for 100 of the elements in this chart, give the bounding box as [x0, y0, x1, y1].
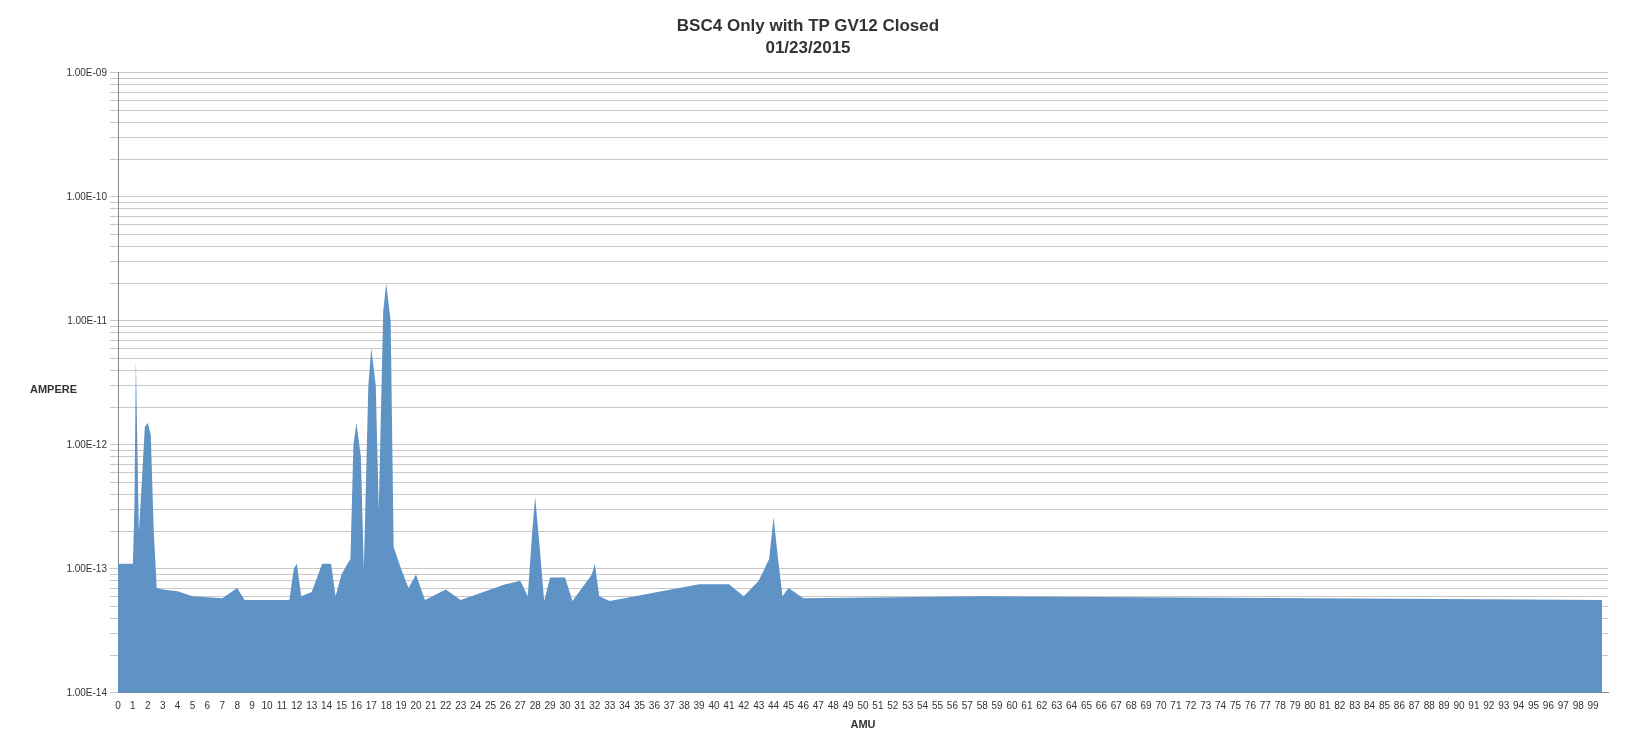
x-tick-label: 66 [1095, 699, 1108, 711]
x-tick-label: 40 [708, 699, 720, 711]
x-tick-label: 71 [1170, 699, 1182, 711]
y-tick-label: 1.00E-13 [66, 562, 108, 574]
x-tick-label: 63 [1051, 699, 1063, 711]
x-tick-label: 70 [1155, 699, 1167, 711]
x-tick-label: 12 [291, 699, 303, 711]
x-tick-label: 11 [276, 699, 288, 711]
x-tick-label: 1 [130, 699, 137, 711]
x-tick-label: 64 [1066, 699, 1078, 711]
x-tick-label: 35 [633, 699, 646, 711]
x-tick-label: 58 [976, 699, 989, 711]
x-tick-label: 80 [1304, 699, 1316, 711]
x-tick-label: 37 [663, 699, 676, 711]
x-tick-label: 88 [1423, 699, 1436, 711]
x-tick-label: 51 [872, 699, 884, 711]
x-tick-label: 98 [1572, 699, 1585, 711]
x-tick-label: 90 [1453, 699, 1465, 711]
x-tick-label: 55 [931, 699, 944, 711]
x-tick-label: 14 [321, 699, 333, 711]
x-tick-label: 17 [365, 699, 378, 711]
x-tick-label: 77 [1259, 699, 1272, 711]
x-tick-label: 0 [115, 699, 122, 711]
x-tick-label: 13 [306, 699, 318, 711]
x-tick-label: 6 [204, 699, 211, 711]
x-tick-label: 48 [827, 699, 840, 711]
x-tick-label: 95 [1527, 699, 1540, 711]
x-tick-label: 39 [693, 699, 706, 711]
x-tick-label: 73 [1200, 699, 1212, 711]
x-tick-label: 81 [1319, 699, 1331, 711]
x-tick-label: 5 [189, 699, 196, 711]
y-tick-label: 1.00E-14 [66, 686, 108, 698]
x-tick-label: 82 [1334, 699, 1346, 711]
x-tick-label: 52 [887, 699, 899, 711]
x-tick-label: 83 [1349, 699, 1361, 711]
x-tick-label: 50 [857, 699, 869, 711]
x-tick-label: 86 [1393, 699, 1406, 711]
x-tick-label: 60 [1006, 699, 1018, 711]
x-axis-title: AMU [850, 718, 876, 731]
x-tick-label: 42 [738, 699, 750, 711]
x-tick-label: 38 [678, 699, 691, 711]
x-tick-label: 97 [1557, 699, 1570, 711]
x-tick-label: 4 [174, 699, 181, 711]
y-tick-label: 1.00E-10 [66, 190, 108, 202]
x-tick-label: 85 [1378, 699, 1391, 711]
x-tick-label: 62 [1036, 699, 1048, 711]
x-tick-label: 56 [946, 699, 959, 711]
x-tick-label: 34 [619, 699, 631, 711]
x-tick-label: 76 [1244, 699, 1257, 711]
y-tick-label: 1.00E-12 [66, 438, 108, 450]
x-tick-label: 36 [648, 699, 661, 711]
x-tick-label: 25 [484, 699, 497, 711]
x-tick-label: 57 [961, 699, 974, 711]
x-tick-label: 19 [395, 699, 408, 711]
x-tick-label: 20 [410, 699, 422, 711]
x-tick-label: 92 [1483, 699, 1495, 711]
x-tick-label: 8 [234, 699, 241, 711]
x-tick-label: 74 [1215, 699, 1227, 711]
x-tick-label: 84 [1364, 699, 1376, 711]
x-tick-label: 21 [425, 699, 437, 711]
x-tick-label: 65 [1080, 699, 1093, 711]
x-tick-label: 28 [529, 699, 542, 711]
x-tick-label: 75 [1229, 699, 1242, 711]
x-tick-label: 46 [797, 699, 810, 711]
x-tick-label: 94 [1513, 699, 1525, 711]
x-tick-label: 41 [723, 699, 735, 711]
x-tick-label: 78 [1274, 699, 1287, 711]
x-tick-label: 91 [1468, 699, 1480, 711]
x-tick-label: 18 [380, 699, 393, 711]
x-tick-label: 2 [145, 699, 152, 711]
x-tick-label: 53 [902, 699, 914, 711]
x-tick-label: 79 [1289, 699, 1302, 711]
x-tick-label: 72 [1185, 699, 1197, 711]
x-tick-label: 96 [1542, 699, 1555, 711]
x-tick-label: 7 [219, 699, 226, 711]
x-tick-label: 99 [1587, 699, 1600, 711]
x-tick-label: 23 [455, 699, 467, 711]
x-tick-label: 33 [604, 699, 616, 711]
x-tick-label: 44 [768, 699, 780, 711]
y-axis-title: AMPERE [30, 383, 78, 395]
x-tick-label: 30 [559, 699, 571, 711]
x-tick-label: 59 [991, 699, 1004, 711]
x-tick-label: 31 [574, 699, 586, 711]
x-tick-label: 93 [1498, 699, 1510, 711]
x-tick-label: 9 [249, 699, 256, 711]
x-tick-label: 15 [335, 699, 348, 711]
chart-subtitle: 01/23/2015 [765, 38, 851, 58]
x-tick-label: 32 [589, 699, 601, 711]
x-tick-label: 26 [499, 699, 512, 711]
x-tick-label: 16 [350, 699, 363, 711]
x-tick-label: 47 [812, 699, 825, 711]
x-tick-label: 87 [1408, 699, 1421, 711]
x-tick-label: 89 [1438, 699, 1451, 711]
x-tick-label: 45 [782, 699, 795, 711]
x-tick-label: 10 [261, 699, 273, 711]
x-tick-label: 67 [1110, 699, 1123, 711]
x-tick-label: 49 [842, 699, 855, 711]
x-tick-label: 3 [159, 699, 166, 711]
chart-title: BSC4 Only with TP GV12 Closed [676, 15, 940, 35]
x-tick-label: 54 [917, 699, 929, 711]
